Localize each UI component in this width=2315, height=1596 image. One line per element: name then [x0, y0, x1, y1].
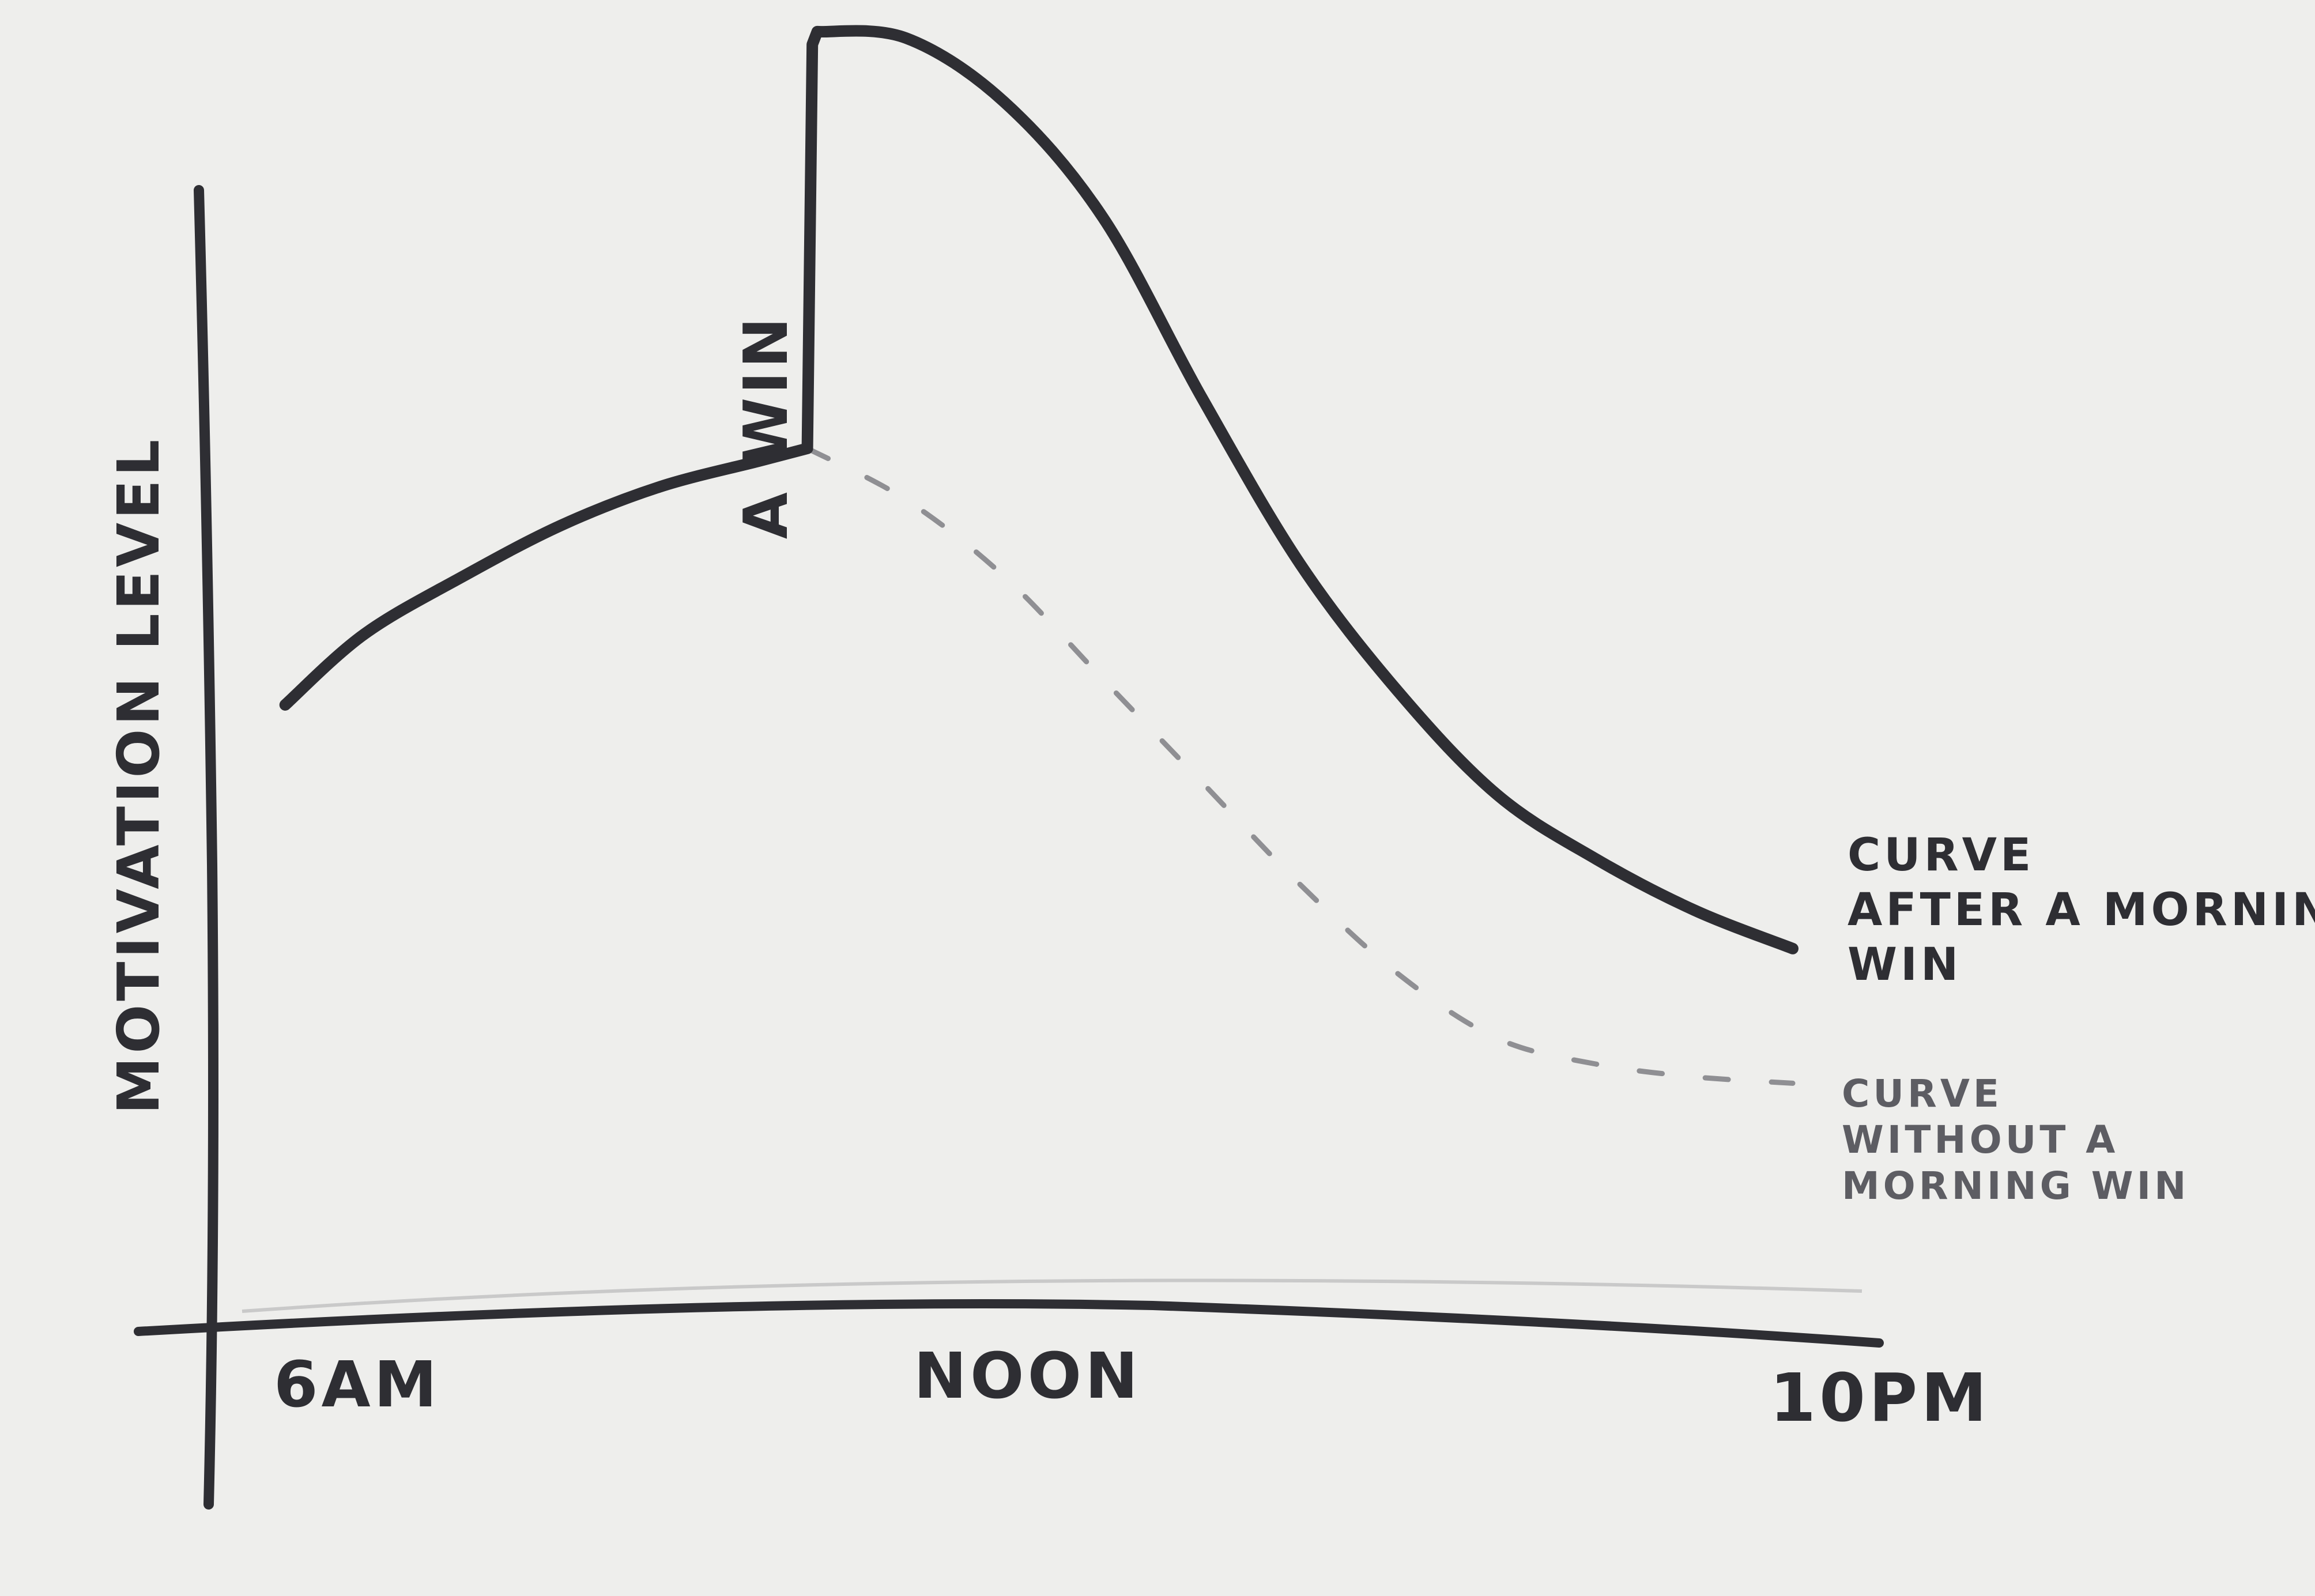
x-axis-line [134, 1299, 1884, 1348]
legend-label-after-morning-win: CURVE AFTER A MORNING WIN [1848, 829, 2315, 991]
x-tick-label-noon: NOON [914, 1339, 1141, 1413]
pencil-guideline [242, 1278, 1862, 1313]
y-axis-line [194, 185, 218, 1510]
legend-after-morning-win: CURVE AFTER A MORNING WIN [1848, 829, 2315, 991]
annotation-a-win: A WIN [731, 314, 801, 539]
legend-without-morning-win: CURVE WITHOUT A MORNING WIN [1842, 1071, 2189, 1208]
series-line-without-morning-win [805, 446, 1796, 1086]
x-tick-label-6am: 6AM [274, 1348, 440, 1421]
x-tick-label-10pm: 10PM [1770, 1360, 1990, 1437]
legend-label-without-morning-win: CURVE WITHOUT A MORNING WIN [1842, 1071, 2189, 1208]
y-axis-label: MOTIVATION LEVEL [105, 436, 172, 1115]
series-line-after-morning-win [279, 25, 1799, 954]
